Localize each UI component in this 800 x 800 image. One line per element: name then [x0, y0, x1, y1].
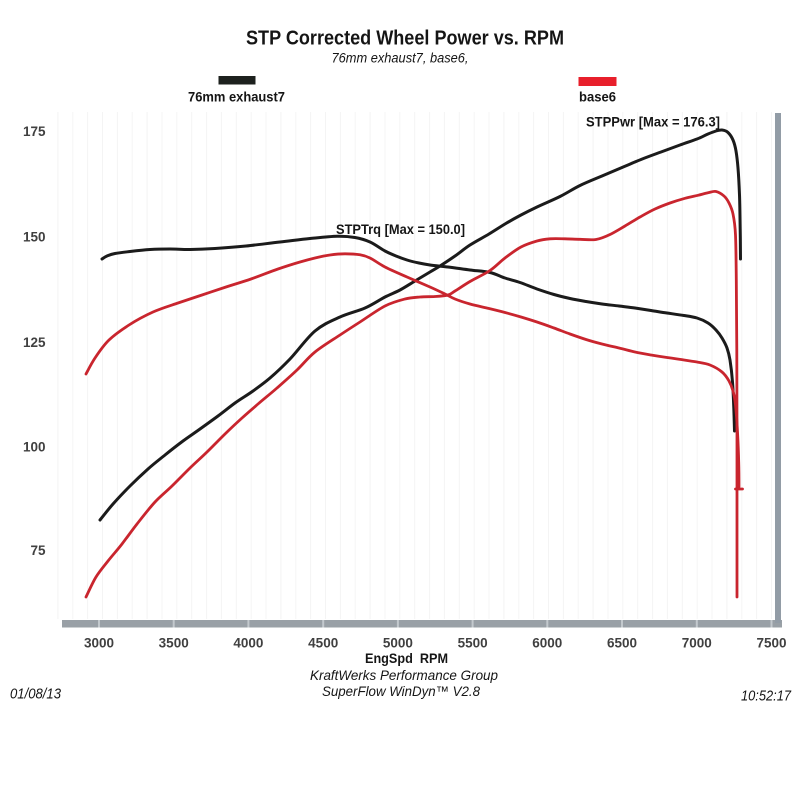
svg-text:10:52:17: 10:52:17 — [741, 689, 792, 705]
svg-text:76mm exhaust7, base6,: 76mm exhaust7, base6, — [332, 51, 469, 66]
svg-text:150: 150 — [23, 229, 46, 244]
svg-text:EngSpd RPM: EngSpd RPM — [365, 650, 448, 666]
svg-text:3500: 3500 — [159, 635, 189, 650]
svg-text:100: 100 — [23, 439, 46, 454]
svg-text:3000: 3000 — [84, 635, 114, 650]
svg-text:5000: 5000 — [383, 635, 413, 650]
svg-text:7500: 7500 — [756, 635, 786, 650]
svg-text:SuperFlow WinDyn™ V2.8: SuperFlow WinDyn™ V2.8 — [322, 683, 480, 699]
svg-text:75: 75 — [30, 543, 46, 558]
svg-text:6500: 6500 — [607, 635, 637, 650]
svg-text:01/08/13: 01/08/13 — [10, 687, 61, 703]
svg-text:6000: 6000 — [532, 635, 562, 650]
svg-text:KraftWerks Performance Group: KraftWerks Performance Group — [310, 667, 498, 683]
svg-text:STPTrq [Max = 150.0]: STPTrq [Max = 150.0] — [336, 221, 465, 237]
svg-text:4000: 4000 — [233, 635, 263, 650]
svg-text:7000: 7000 — [682, 635, 712, 650]
svg-text:STPPwr [Max = 176.3]: STPPwr [Max = 176.3] — [586, 114, 720, 130]
svg-text:5500: 5500 — [458, 635, 488, 650]
svg-text:175: 175 — [23, 124, 46, 139]
svg-text:4500: 4500 — [308, 635, 338, 650]
svg-text:STP Corrected Wheel Power vs.: STP Corrected Wheel Power vs. RPM — [246, 28, 564, 50]
svg-text:125: 125 — [23, 335, 46, 350]
svg-text:base6: base6 — [579, 89, 616, 105]
svg-text:76mm exhaust7: 76mm exhaust7 — [188, 89, 285, 105]
